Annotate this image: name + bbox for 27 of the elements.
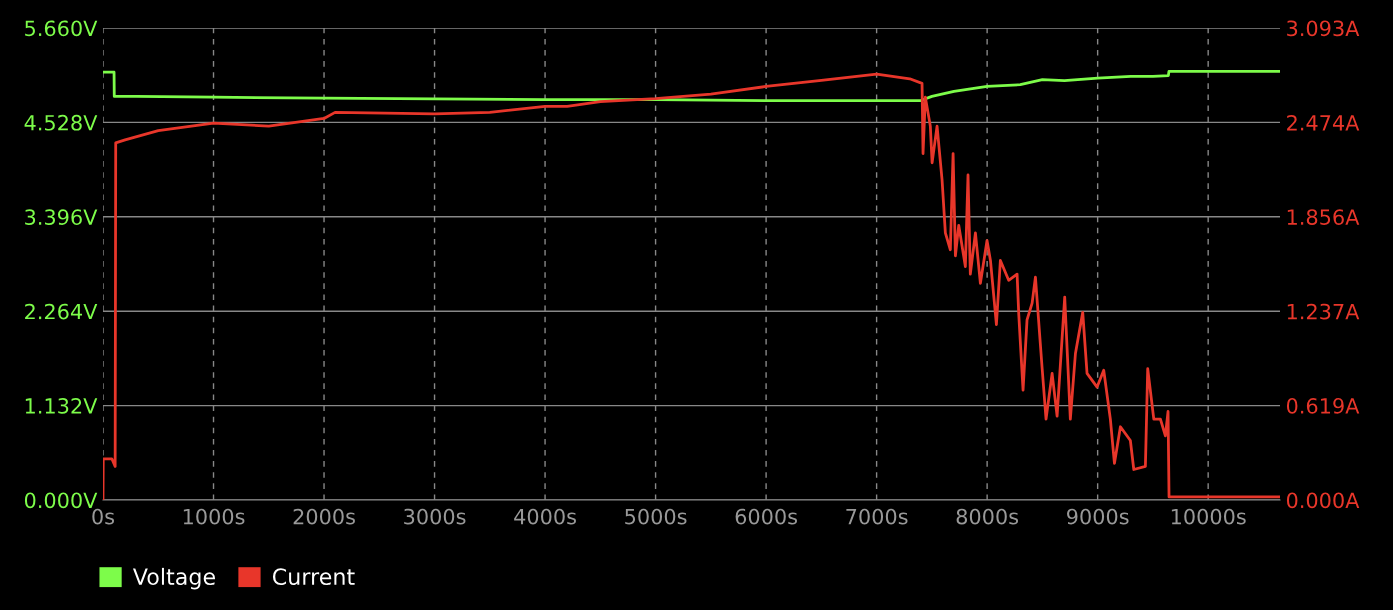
x-tick-label: 1000s	[183, 508, 245, 525]
y-tick-label: 2.264V	[25, 303, 98, 320]
line-series	[103, 72, 1280, 500]
x-tick-label: 7000s	[846, 508, 908, 525]
x-tick-label: 4000s	[514, 508, 576, 525]
x-tick-label: 9000s	[1067, 508, 1129, 525]
legend-label: Voltage	[132, 567, 215, 590]
y2-tick-label: 3.093A	[1287, 20, 1360, 37]
y-tick-label: 3.396V	[25, 209, 98, 226]
y-tick-label: 5.660V	[25, 20, 98, 37]
y2-tick-label: 1.237A	[1287, 303, 1360, 320]
y2-tick-label: 0.619A	[1286, 397, 1360, 414]
x-tick-label: 8000s	[956, 508, 1019, 525]
y-tick-label: 0.000V	[24, 492, 98, 509]
x-tick-label: 5000s	[625, 508, 687, 525]
y2-tick-label: 1.856A	[1287, 209, 1360, 225]
y2-tick-label: 0.000A	[1286, 492, 1360, 509]
x-tick-label: 3000s	[404, 508, 466, 525]
x-tick-label: 6000s	[735, 508, 798, 525]
line-series	[103, 69, 1280, 102]
legend-label: Current	[272, 568, 355, 586]
y-tick-label: 1.132V	[25, 398, 98, 414]
x-tick-label: 0s	[92, 508, 115, 525]
x-tick-label: 2000s	[293, 508, 355, 525]
y-tick-label: 4.528V	[24, 114, 98, 131]
y2-tick-label: 2.474A	[1287, 114, 1360, 131]
x-tick-label: 10000s	[1171, 508, 1246, 525]
